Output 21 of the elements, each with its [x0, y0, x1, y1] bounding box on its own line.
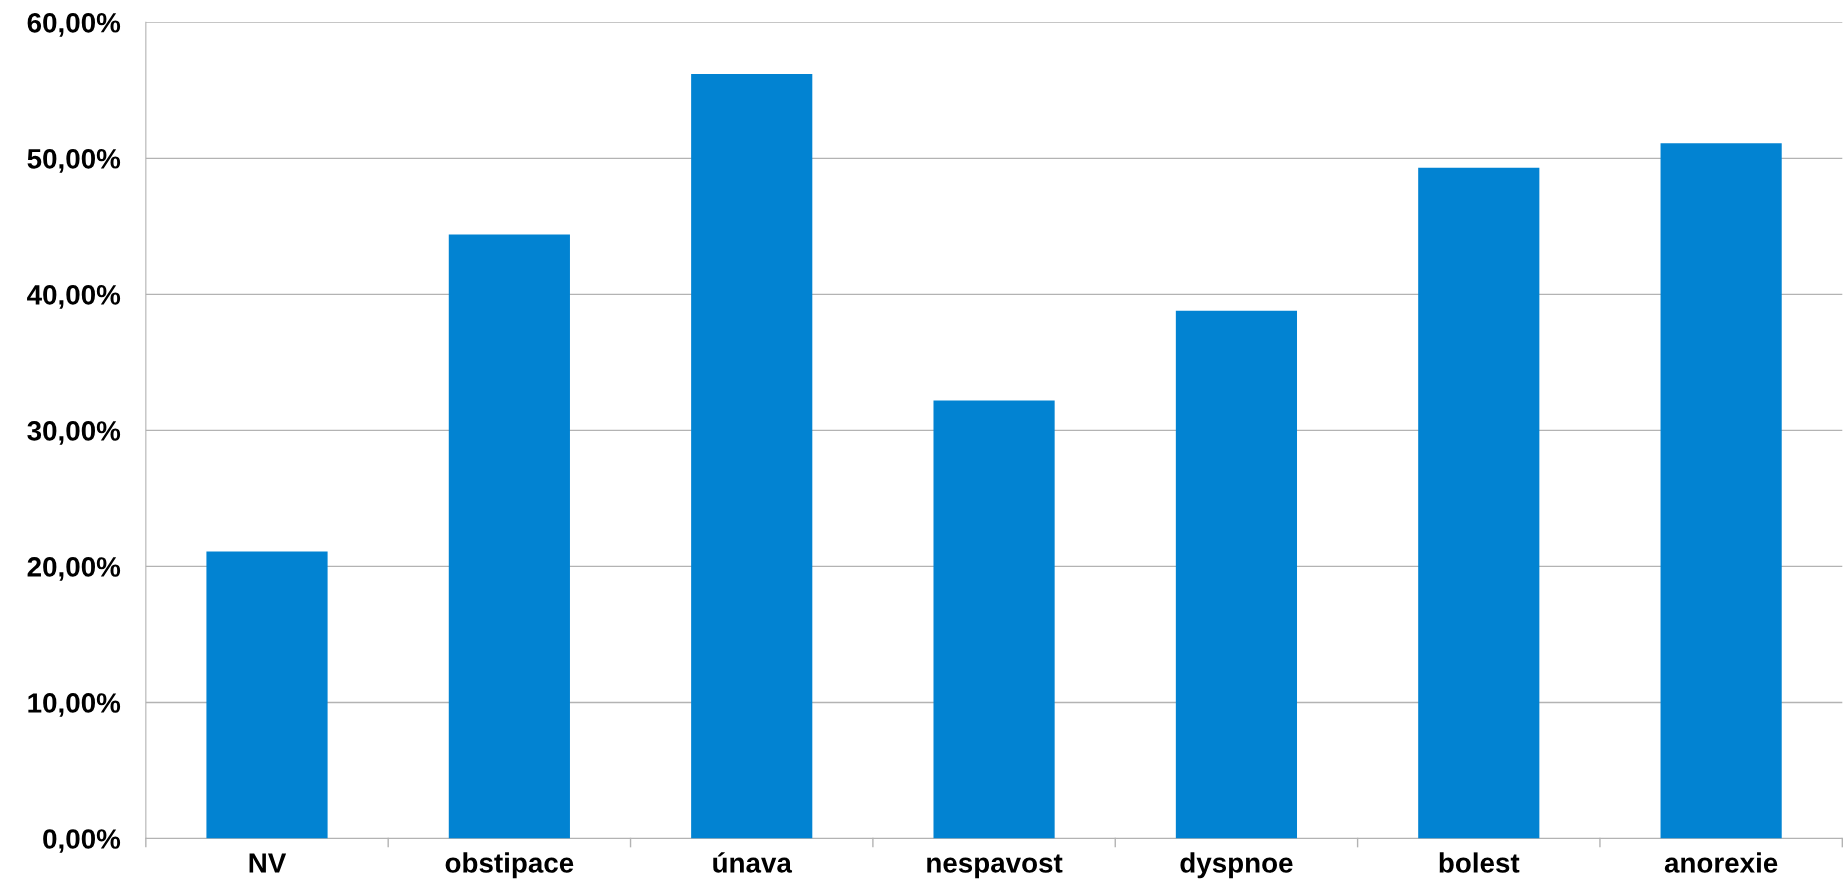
bar: [691, 73, 813, 839]
bar: [933, 400, 1055, 839]
x-tick-label: bolest: [1439, 852, 1520, 873]
y-tick-label: 0,00%: [43, 829, 121, 853]
y-tick-label: 20,00%: [27, 557, 121, 581]
bar: [1418, 167, 1540, 839]
x-tick-label: obstipace: [445, 852, 574, 879]
bar: [206, 551, 328, 839]
x-tick-label: dyspnoe: [1180, 852, 1293, 879]
y-tick-label: 10,00%: [28, 693, 121, 717]
x-tick-label: únava: [713, 852, 793, 873]
bar: [1660, 143, 1782, 839]
y-tick-label: 40,00%: [27, 285, 121, 309]
bar: [448, 234, 570, 839]
y-tick-label: 50,00%: [27, 149, 121, 173]
x-tick-label: nespavost: [927, 854, 1063, 879]
y-tick-label: 60,00%: [27, 12, 121, 37]
x-tick-label: anorexie: [1664, 852, 1778, 873]
bar: [1175, 310, 1298, 839]
y-tick-label: 30,00%: [27, 421, 121, 445]
x-tick-label: NV: [249, 853, 287, 873]
